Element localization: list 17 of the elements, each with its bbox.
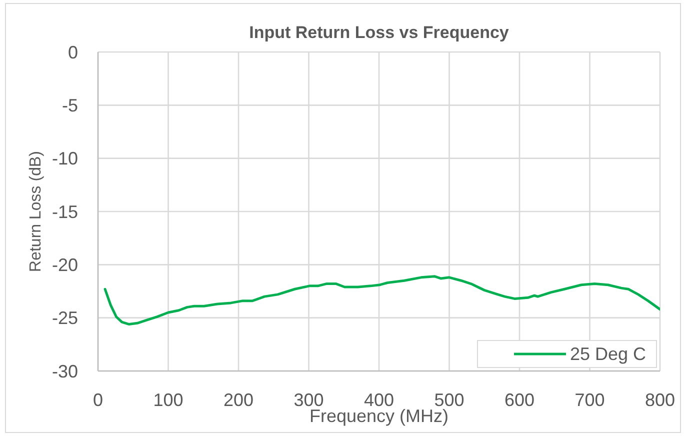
y-tick-label: -5 [62,96,78,116]
chart-title: Input Return Loss vs Frequency [248,23,510,43]
y-tick-label: -20 [52,255,78,276]
y-tick-label: -10 [52,148,78,169]
y-axis-title: Return Loss (dB) [28,151,45,272]
x-tick-label: 100 [153,390,184,410]
y-tick-label: -25 [52,308,78,328]
x-tick-label: 200 [223,390,254,410]
y-tick-label: -30 [52,361,78,382]
x-tick-label: 800 [644,390,676,410]
y-tick-label: 0 [68,42,78,62]
legend-label: 25 Deg C [570,344,646,364]
x-tick-label: 600 [504,390,535,410]
y-tick-label: -15 [52,202,78,222]
line-series [104,275,660,326]
x-tick-label: 0 [92,390,104,410]
x-tick-label: 700 [574,390,605,410]
